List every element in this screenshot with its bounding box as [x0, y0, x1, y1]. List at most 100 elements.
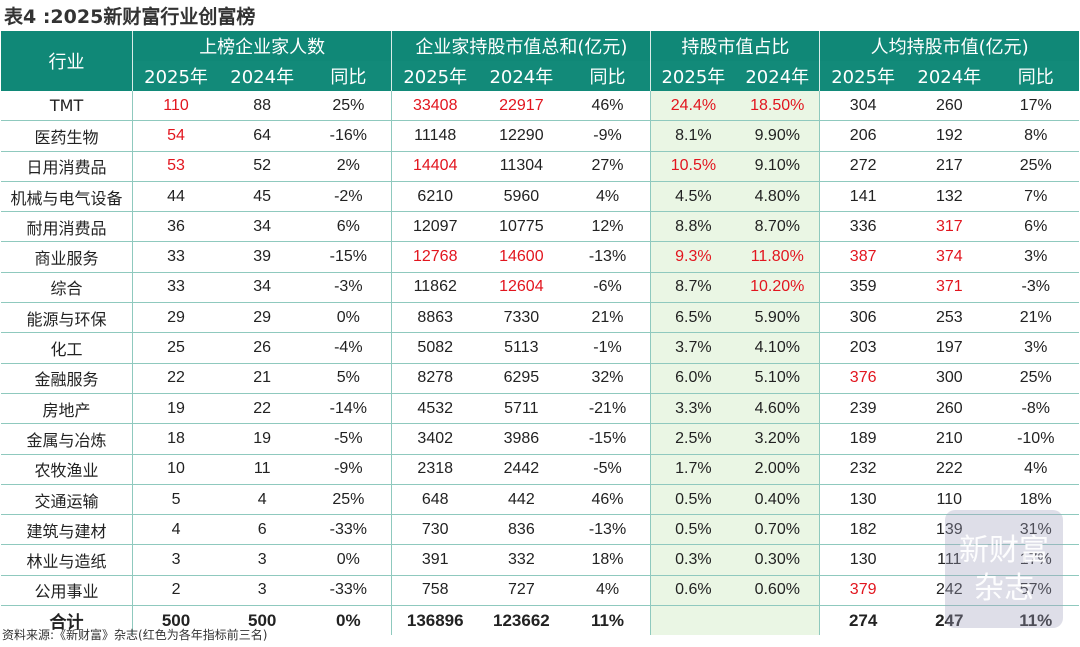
table-cell: 4.60% — [735, 393, 820, 425]
table-cell: 12604 — [478, 272, 565, 304]
table-title: 表4 :2025新财富行业创富榜 — [4, 6, 256, 28]
header-sub-cell: 2025年 — [391, 61, 479, 91]
table-cell: 17% — [992, 544, 1079, 576]
table-cell: 9.3% — [650, 241, 736, 273]
table-cell: 836 — [478, 514, 565, 546]
table-cell: 11304 — [478, 151, 565, 182]
table-cell: 130 — [819, 544, 907, 576]
table-cell: 14404 — [391, 151, 479, 182]
table-cell: 3 — [218, 575, 306, 607]
table-cell: 8863 — [391, 302, 479, 334]
table-cell: 0.30% — [735, 544, 820, 576]
table-cell: 0.3% — [650, 544, 736, 576]
table-cell: -6% — [564, 272, 651, 304]
table-cell: -33% — [305, 514, 392, 546]
industry-name: 日用消费品 — [1, 151, 133, 182]
table-cell: 500 — [132, 605, 219, 636]
table-cell: 222 — [906, 454, 993, 485]
table-cell: 2% — [305, 151, 392, 182]
table-cell: 24.4% — [650, 91, 736, 122]
table-cell: 7330 — [478, 302, 565, 334]
table-cell: 57% — [992, 575, 1079, 607]
table-row: 商业服务 33 39 -15% 12768 14600 -13% 9.3% 11.80% 387 3… — [1, 241, 1079, 273]
table-cell: 26 — [218, 332, 306, 364]
table-cell: 36 — [132, 211, 219, 243]
table-cell: 374 — [906, 241, 993, 273]
table-cell: 9.10% — [735, 151, 820, 182]
industry-name: 农牧渔业 — [1, 454, 133, 485]
table-cell: 3.7% — [650, 332, 736, 364]
table-cell: 3986 — [478, 423, 565, 455]
industry-name: 林业与造纸 — [1, 544, 133, 576]
table-cell: 33408 — [391, 91, 479, 122]
table-cell: 6210 — [391, 181, 479, 213]
table-cell: 25% — [305, 91, 392, 122]
table-cell: 3402 — [391, 423, 479, 455]
table-row: 耐用消费品 36 34 6% 12097 10775 12% 8.8% 8.70% 336 317 6… — [1, 211, 1079, 243]
table-cell: 332 — [478, 544, 565, 576]
table-cell: 387 — [819, 241, 907, 273]
table-cell: 25% — [992, 363, 1079, 394]
header-group-row: 行业 上榜企业家人数 企业家持股市值总和(亿元) 持股市值占比 人均持股市值(亿… — [1, 31, 1079, 91]
table-cell: 6.0% — [650, 363, 736, 394]
table-row: 建筑与建材 4 6 -33% 730 836 -13% 0.5% 0.70% 182 139 31% — [1, 514, 1079, 546]
industry-name: 能源与环保 — [1, 302, 133, 334]
table-cell: 33 — [132, 272, 219, 304]
table-cell: 359 — [819, 272, 907, 304]
table-cell: -10% — [992, 423, 1079, 455]
table-cell: 758 — [391, 575, 479, 607]
header-sub-cell: 2025年 — [132, 61, 219, 91]
table-cell: -13% — [564, 514, 651, 546]
table-cell: 18% — [992, 484, 1079, 516]
header-sub-cell: 2025年 — [819, 61, 907, 91]
table-cell: 336 — [819, 211, 907, 243]
table-cell: 14600 — [478, 241, 565, 273]
table-cell: 272 — [819, 151, 907, 182]
table-cell: 5711 — [478, 393, 565, 425]
industry-name: TMT — [1, 91, 133, 122]
table-row: 金属与冶炼 18 19 -5% 3402 3986 -15% 2.5% 3.20% 189 210-… — [1, 423, 1079, 455]
table-cell: 9.90% — [735, 120, 820, 152]
table-cell: 379 — [819, 575, 907, 607]
table-cell: 500 — [247, 610, 277, 630]
table-cell: 45 — [218, 181, 306, 213]
table-cell: 29 — [132, 302, 219, 334]
table-cell: 260 — [906, 91, 993, 122]
table-cell: 217 — [906, 151, 993, 182]
table-row: 交通运输 5 4 25% 648 442 46% 0.5% 0.40% 130 110 18% — [1, 484, 1079, 516]
table-cell: -16% — [305, 120, 392, 152]
table-cell: 442 — [478, 484, 565, 516]
table-cell: 300 — [906, 363, 993, 394]
table-cell: 33 — [132, 241, 219, 273]
table-cell: 25 — [132, 332, 219, 364]
table-cell: 21% — [564, 302, 651, 334]
table-cell: 132 — [906, 181, 993, 213]
industry-name: 合计 — [49, 613, 84, 634]
table-row: 医药生物 54 64 -16% 11148 12290 -9% 8.1% 9.90% 206 192… — [1, 120, 1079, 152]
table-cell: 17% — [992, 91, 1079, 122]
table-cell: 239 — [819, 393, 907, 425]
header-sub-cell: 2025年 — [650, 61, 736, 91]
table-cell: 54 — [132, 120, 219, 152]
header-sub-cell: 同比 — [305, 61, 392, 91]
table-cell: 253 — [906, 302, 993, 334]
header-group-per-capita: 人均持股市值(亿元) — [819, 31, 1079, 61]
table-cell: 0.5% — [650, 484, 736, 516]
table-cell: 22917 — [478, 91, 565, 122]
table-cell: 64 — [218, 120, 306, 152]
table-cell: 3% — [992, 332, 1079, 364]
table-cell: 29 — [218, 302, 306, 334]
total-row: 合计 500 500 0% 136896 123662 11% 274 247 11% — [1, 605, 1079, 636]
header-sub-cell: 同比 — [564, 61, 651, 91]
table-cell: -9% — [305, 454, 392, 485]
header-sub-cell: 2024年 — [218, 61, 306, 91]
table-cell: 274 — [819, 605, 907, 636]
table-cell: 189 — [819, 423, 907, 455]
table-cell: 2318 — [391, 454, 479, 485]
industry-name: 化工 — [1, 332, 133, 364]
table-cell: 27% — [564, 151, 651, 182]
industry-name: 交通运输 — [1, 484, 133, 516]
table-cell: 10.5% — [650, 151, 736, 182]
industry-name: 公用事业 — [1, 575, 133, 607]
table-cell: -5% — [305, 423, 392, 455]
